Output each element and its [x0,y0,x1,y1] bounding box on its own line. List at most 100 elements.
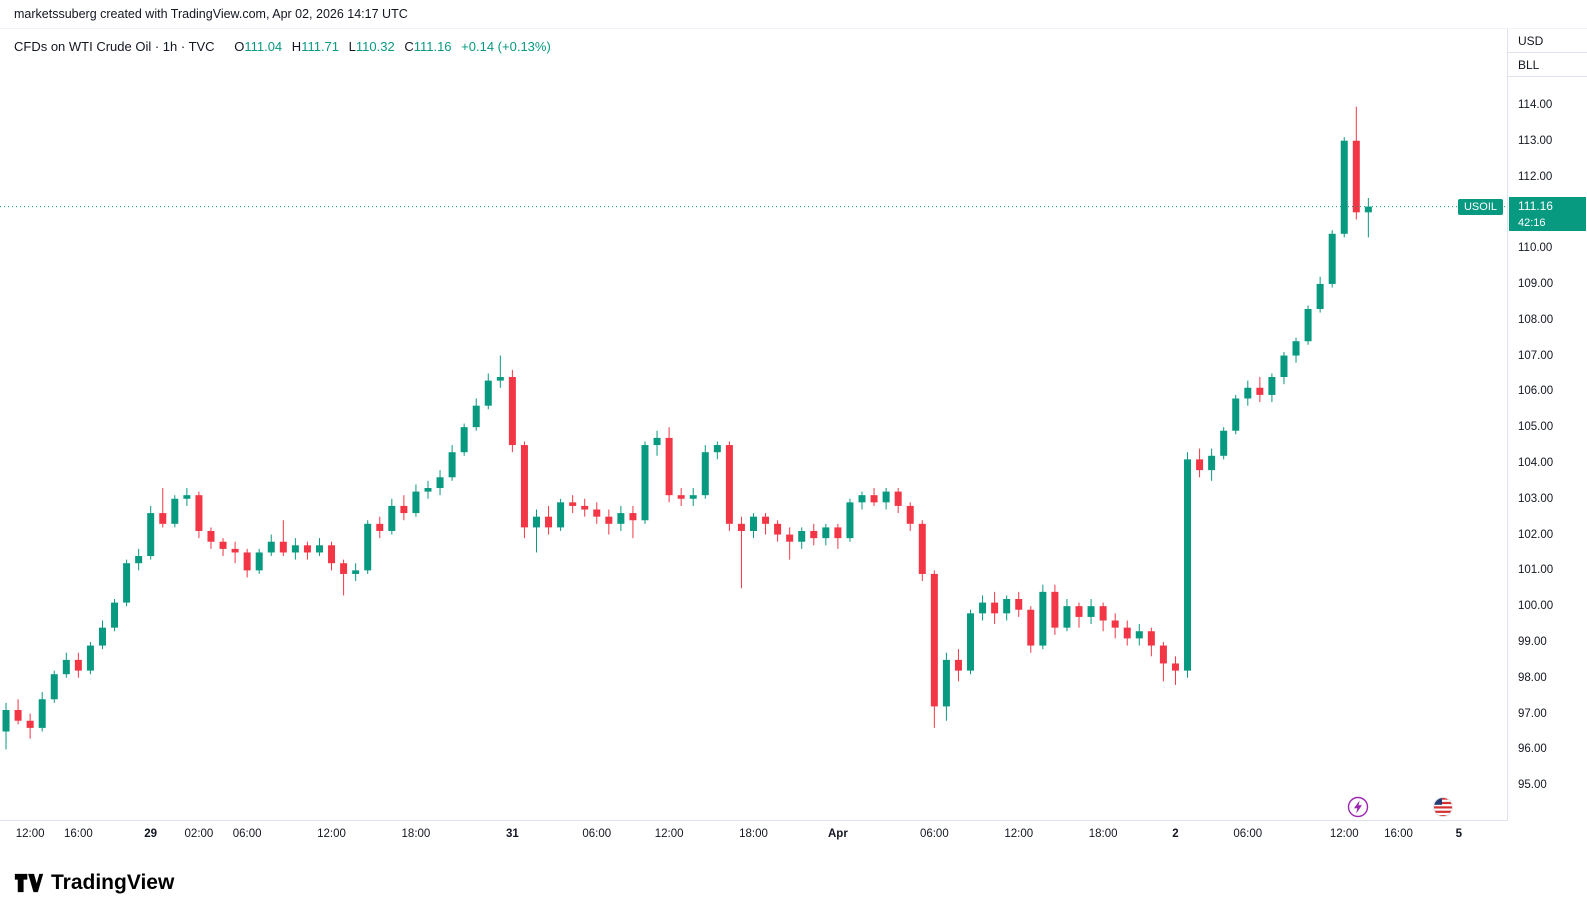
us-flag-event-icon[interactable] [1432,796,1454,818]
lightning-event-icon[interactable] [1347,796,1369,818]
candle-body [882,491,890,503]
unit-label[interactable]: BLL [1518,58,1540,72]
candle-body [569,502,577,506]
currency-label[interactable]: USD [1508,29,1587,53]
candle-body [400,505,408,514]
price-tick: 103.00 [1518,492,1554,505]
time-tick: 06:00 [582,828,612,840]
candlestick-chart[interactable] [0,29,1507,821]
price-tick: 104.00 [1518,456,1554,469]
change-value: +0.14 (+0.13%) [461,39,551,54]
candle-body [207,530,215,542]
candle-body [508,377,516,446]
price-tick: 114.00 [1518,98,1553,111]
candle-body [1364,206,1372,213]
low-value: 110.32 [355,39,395,54]
candle-body [1039,591,1047,646]
candle-body [641,445,649,521]
time-tick: 5 [1455,828,1462,840]
candle-body [774,523,782,535]
time-tick: 12:00 [317,828,346,840]
price-axis-header: USD BLL [1508,29,1587,77]
candle-body [1099,606,1107,621]
candle-body [1111,620,1119,628]
candle-body [496,377,504,381]
candle-body [1015,599,1023,610]
candle-body [906,505,914,524]
time-tick: 06:00 [232,828,262,840]
time-tick: 2 [1172,828,1179,840]
candle-body [315,545,323,553]
footer: TradingView [0,849,1587,917]
candle-body [195,495,203,531]
candle-body [1208,455,1216,471]
candle-body [219,541,227,549]
candle-body [328,545,336,564]
candle-body [1027,609,1035,646]
candle-body [267,541,275,553]
candle-body [918,523,926,574]
candle-body [98,627,106,646]
candle-body [388,505,396,531]
time-tick: 29 [144,828,158,840]
time-tick: 06:00 [919,828,949,840]
candle-body [677,495,685,499]
candle-body [810,530,818,539]
candle-body [255,552,263,571]
time-tick: 12:00 [15,828,45,840]
price-axis[interactable]: USD BLL 111.16 42:16 114.00 113.00 112.00 1… [1507,29,1587,821]
candle-body [894,491,902,506]
time-tick: 18:00 [401,828,431,840]
candle-body [979,602,987,614]
time-tick: 06:00 [1233,828,1263,840]
candle-body [1087,606,1095,617]
candle-body [448,452,456,478]
tradingview-logo[interactable]: TradingView [14,870,174,896]
price-tick: 109.00 [1518,277,1554,290]
candle-body [605,516,613,524]
candle-body [62,659,70,675]
tradingview-logo-text: TradingView [51,871,175,894]
candle-body [123,563,131,603]
symbol-price-tag: USOIL [1457,198,1503,215]
candle-body [545,516,553,528]
candle-body [1232,398,1240,431]
time-tick: 12:00 [1329,828,1359,840]
candle-body [713,445,721,453]
chart-row: CFDs on WTI Crude Oil · 1h · TVC O111.04… [0,28,1587,821]
price-tick: 97.00 [1518,707,1547,720]
candle-body [846,502,854,539]
candle-body [967,613,975,671]
time-tick: Apr [827,828,848,840]
candle-body [364,523,372,571]
candle-body [484,380,492,406]
chart-canvas[interactable]: CFDs on WTI Crude Oil · 1h · TVC O111.04… [0,29,1507,821]
time-tick: 18:00 [1088,828,1118,840]
price-tick: 108.00 [1518,313,1554,326]
candle-body [1135,631,1143,639]
close-label: C [404,39,414,54]
high-value: 111.71 [301,39,340,54]
candle-body [532,516,540,528]
candle-body [1316,283,1324,309]
candle-body [954,659,962,671]
candle-body [725,445,733,524]
time-tick: 16:00 [63,828,93,840]
candle-body [412,491,420,514]
candle-body [1292,341,1300,356]
candle-body [1003,599,1011,614]
time-axis[interactable]: 12:00 16:00 29 02:00 06:00 12:00 18:00 31 06:00 1… [0,820,1507,849]
candle-body [38,699,46,728]
candle-body [231,548,239,553]
price-tick: 100.00 [1518,600,1554,613]
candle-body [1352,140,1360,213]
price-tick: 110.00 [1518,242,1553,255]
open-value: 111.04 [244,39,283,54]
candle-body [701,452,709,496]
candle-body [858,495,866,503]
candle-body [243,552,251,571]
high-label: H [291,39,302,54]
symbol-title[interactable]: CFDs on WTI Crude Oil · 1h · TVC [14,39,215,54]
close-value: 111.16 [413,39,452,54]
